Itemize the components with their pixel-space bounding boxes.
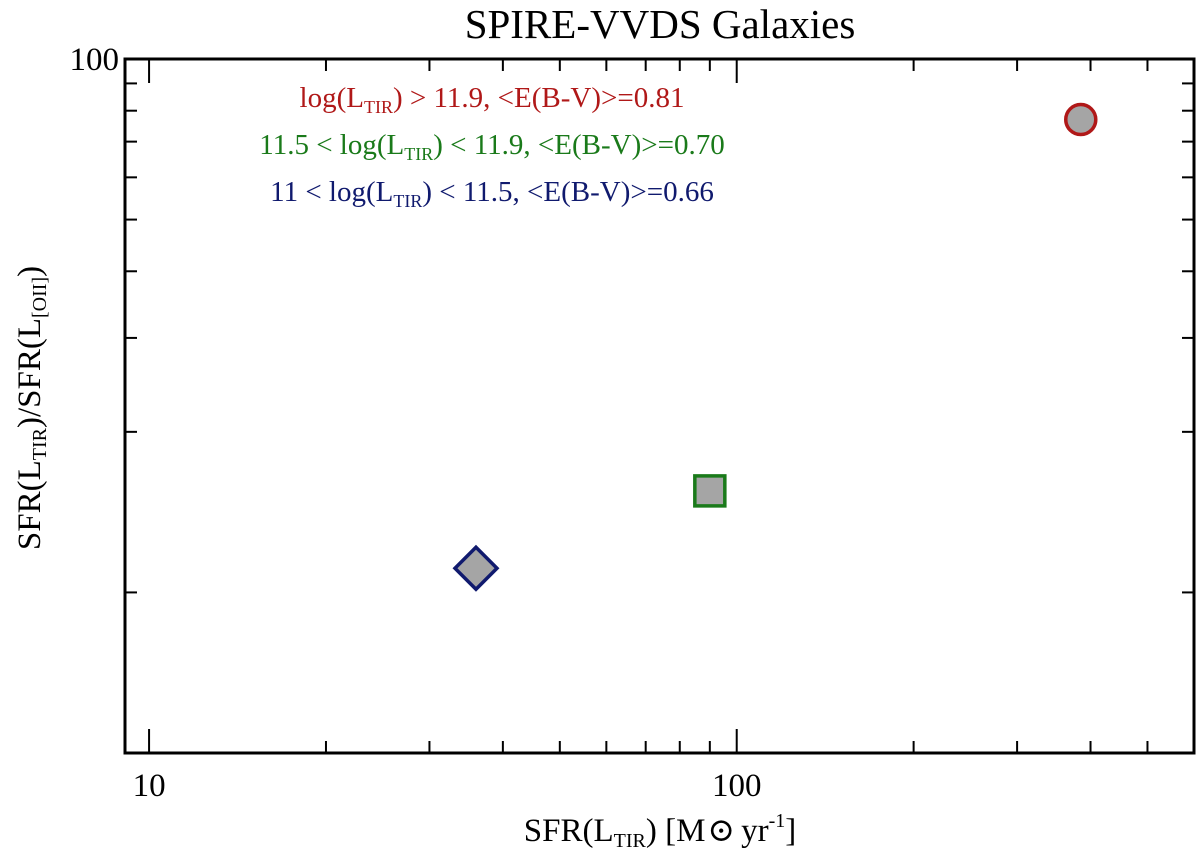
data-point-square — [693, 474, 727, 508]
chart-title: SPIRE-VVDS Galaxies — [465, 1, 856, 47]
data-point-circle — [1064, 102, 1098, 137]
plot-frame — [123, 57, 1196, 755]
y-axis-label: SFR(LTIR)/SFR(L[OII]) — [12, 266, 51, 550]
x-tick-label: 10 — [133, 768, 166, 804]
y-tick-label: 100 — [70, 42, 120, 78]
x-axis-label: SFR(LTIR) [M⊙ yr-1] — [524, 810, 797, 852]
data-point-diamond — [452, 544, 500, 592]
legend-entry: log(LTIR) > 11.9, <E(B-V)>=0.81 — [300, 82, 685, 117]
x-tick-label: 100 — [712, 768, 762, 804]
legend-entry: 11.5 < log(LTIR) < 11.9, <E(B-V)>=0.70 — [259, 129, 724, 164]
legend-entry: 11 < log(LTIR) < 11.5, <E(B-V)>=0.66 — [270, 176, 714, 211]
